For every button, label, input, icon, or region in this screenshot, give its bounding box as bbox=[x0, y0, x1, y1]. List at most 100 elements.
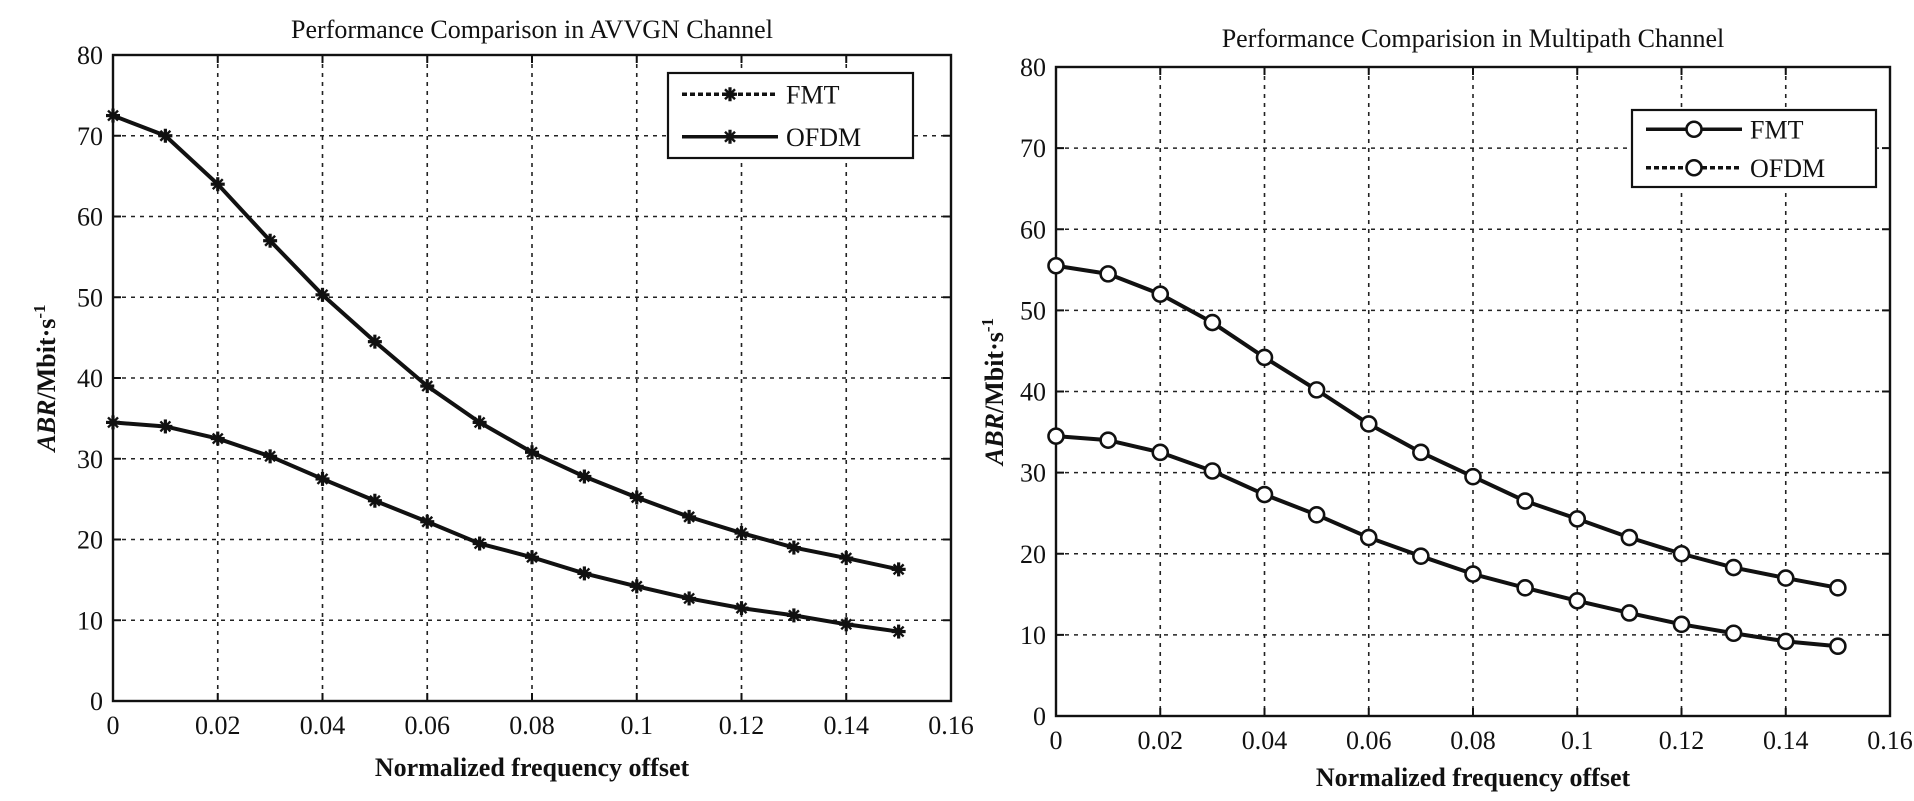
data-point bbox=[891, 624, 906, 639]
data-point bbox=[1255, 485, 1274, 504]
data-point bbox=[1829, 579, 1847, 597]
y-axis-label-sup: -1 bbox=[978, 318, 997, 332]
y-axis-label-sup: -1 bbox=[30, 304, 49, 318]
data-point bbox=[1047, 256, 1065, 275]
data-point bbox=[158, 419, 173, 434]
y-axis-label: ABR/Mbit·s-1 bbox=[978, 318, 1009, 467]
series-ofdm bbox=[106, 415, 906, 639]
y-tick-label: 10 bbox=[77, 606, 103, 635]
y-tick-label: 50 bbox=[1020, 296, 1046, 325]
data-point bbox=[210, 177, 225, 192]
data-point bbox=[367, 493, 382, 508]
legend-label: OFDM bbox=[786, 123, 861, 152]
x-tick-label: 0.06 bbox=[1346, 726, 1392, 755]
data-point bbox=[1829, 637, 1847, 656]
legend-label: FMT bbox=[786, 80, 840, 109]
y-tick-label: 80 bbox=[1020, 53, 1046, 82]
y-tick-label: 20 bbox=[1020, 540, 1046, 569]
y-tick-label: 20 bbox=[77, 526, 103, 555]
data-point bbox=[1516, 492, 1534, 510]
data-point bbox=[1620, 604, 1639, 622]
x-tick-label: 0.12 bbox=[1659, 726, 1705, 755]
data-point bbox=[629, 579, 644, 594]
x-tick-label: 0.08 bbox=[1450, 726, 1496, 755]
data-point bbox=[472, 415, 487, 430]
legend-label: OFDM bbox=[1750, 154, 1825, 183]
data-point bbox=[1685, 158, 1703, 177]
data-point bbox=[1464, 565, 1482, 583]
data-point bbox=[1099, 431, 1117, 449]
y-tick-label: 0 bbox=[1033, 702, 1046, 731]
y-tick-label: 70 bbox=[77, 122, 103, 151]
data-point bbox=[1359, 415, 1378, 433]
y-tick-label: 40 bbox=[1020, 378, 1046, 407]
data-point bbox=[1307, 506, 1326, 524]
data-point bbox=[1672, 615, 1691, 634]
legend: FMT OFDM bbox=[1630, 108, 1878, 189]
y-axis-label-unit: /Mbit·s bbox=[32, 319, 61, 401]
data-point bbox=[734, 526, 749, 541]
y-tick-label: 80 bbox=[77, 41, 103, 70]
data-point bbox=[1151, 285, 1170, 303]
series-ofdm bbox=[1047, 427, 1847, 656]
x-tick-label: 0.08 bbox=[509, 711, 555, 740]
data-point bbox=[367, 334, 382, 349]
x-tick-label: 0.1 bbox=[1561, 726, 1594, 755]
data-point bbox=[106, 108, 120, 123]
data-point bbox=[1255, 348, 1274, 367]
legend-box bbox=[1630, 108, 1878, 189]
data-point bbox=[577, 469, 592, 484]
chart-panel-1: 0 0.02 0.04 0.06 0.08 0.1 0.12 0.14 0.16 0 10 20 30 4… bbox=[30, 15, 974, 782]
x-tick-label: 0.12 bbox=[719, 711, 765, 740]
data-point bbox=[577, 566, 592, 581]
data-point bbox=[106, 415, 120, 430]
data-point bbox=[1672, 544, 1691, 563]
data-point bbox=[786, 608, 801, 623]
x-tick-label: 0.04 bbox=[1242, 726, 1288, 755]
data-point bbox=[1776, 632, 1795, 651]
series-line bbox=[112, 420, 899, 634]
series-line bbox=[1055, 263, 1839, 590]
data-point bbox=[263, 449, 278, 464]
data-point bbox=[1776, 569, 1795, 587]
x-tick-label: 0.06 bbox=[405, 711, 451, 740]
series-line bbox=[112, 113, 900, 572]
data-point bbox=[723, 87, 737, 102]
data-point bbox=[891, 562, 906, 577]
series-fmt bbox=[1047, 256, 1847, 597]
data-point bbox=[525, 445, 539, 460]
data-point bbox=[1151, 443, 1170, 462]
data-point bbox=[723, 129, 737, 144]
x-tick-label: 0 bbox=[107, 711, 120, 740]
y-axis-label: ABR/Mbit·s-1 bbox=[30, 304, 61, 453]
legend-label: FMT bbox=[1750, 115, 1804, 144]
y-tick-label: 0 bbox=[90, 687, 103, 716]
data-point bbox=[682, 509, 697, 524]
data-point bbox=[734, 601, 749, 616]
x-tick-label: 0.04 bbox=[300, 711, 346, 740]
y-axis-label-unit: /Mbit·s bbox=[980, 332, 1009, 414]
legend-box bbox=[666, 71, 915, 160]
data-point bbox=[1047, 427, 1065, 445]
series-fmt bbox=[106, 108, 906, 577]
x-tick-label: 0.14 bbox=[1763, 726, 1809, 755]
data-point bbox=[1685, 120, 1703, 139]
data-point bbox=[1568, 510, 1587, 528]
data-point bbox=[1307, 381, 1326, 399]
y-tick-label: 30 bbox=[77, 445, 103, 474]
legend: FMT OFDM bbox=[666, 71, 915, 160]
data-point bbox=[525, 550, 539, 565]
x-tick-label: 0.02 bbox=[1138, 726, 1184, 755]
data-point bbox=[420, 514, 435, 529]
data-point bbox=[420, 379, 435, 394]
x-tick-label: 0.1 bbox=[621, 711, 654, 740]
x-tick-label: 0.16 bbox=[1867, 726, 1913, 755]
data-point bbox=[472, 536, 487, 551]
data-point bbox=[786, 540, 801, 555]
y-tick-label: 30 bbox=[1020, 459, 1046, 488]
x-tick-label: 0.02 bbox=[195, 711, 241, 740]
data-point bbox=[839, 617, 854, 632]
x-tick-label: 0.14 bbox=[824, 711, 870, 740]
